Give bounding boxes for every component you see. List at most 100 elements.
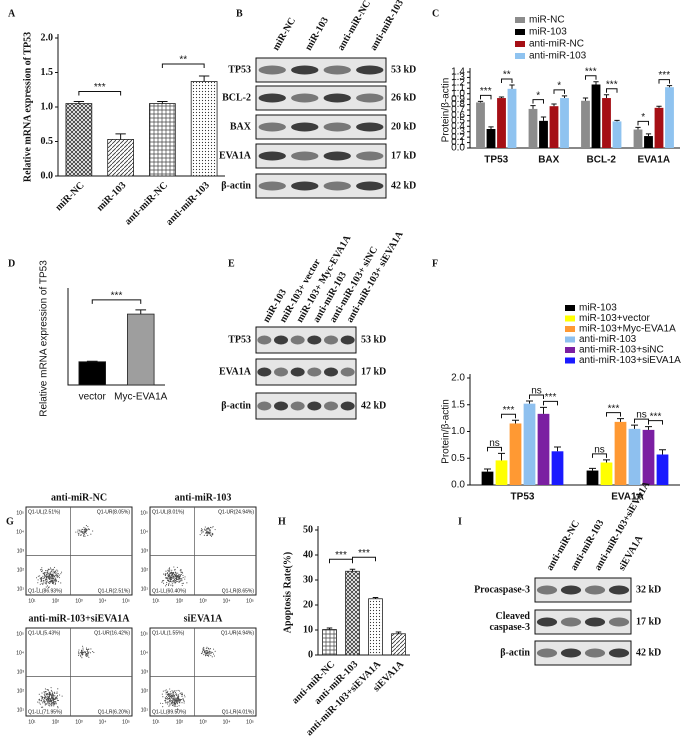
lane-label: anti-miR-NC xyxy=(336,0,374,53)
event-dot xyxy=(90,533,92,535)
event-dot xyxy=(182,574,184,576)
event-dot xyxy=(48,691,50,693)
y-axis-label: Protein/β-actin xyxy=(441,399,452,464)
event-dot xyxy=(46,695,48,697)
event-dot xyxy=(208,655,210,657)
event-dot xyxy=(177,576,179,578)
event-dot xyxy=(88,651,90,653)
x-tick-label: 10⁵ xyxy=(122,598,130,604)
event-dot xyxy=(51,695,53,698)
event-dot xyxy=(205,529,207,531)
event-dot xyxy=(168,568,170,570)
band xyxy=(324,335,338,345)
legend-label: miR-103+Myc-EVA1A xyxy=(579,324,676,335)
event-dot xyxy=(182,576,184,579)
event-dot xyxy=(206,650,208,652)
event-dot xyxy=(174,698,176,700)
event-dot xyxy=(41,582,43,584)
significance-label: ** xyxy=(503,70,511,81)
event-dot xyxy=(172,577,174,579)
row-label: β-actin xyxy=(221,180,251,191)
x-tick-label: EVA1A xyxy=(637,155,670,166)
event-dot xyxy=(165,689,167,691)
quadrant-label: Q1-UL(5.43%) xyxy=(28,630,61,636)
event-dot xyxy=(205,528,208,530)
error-bar xyxy=(656,105,662,108)
significance-label: ns xyxy=(636,410,647,421)
event-dot xyxy=(169,691,171,693)
event-dot xyxy=(165,695,167,697)
event-dot xyxy=(55,698,57,700)
event-dot xyxy=(48,695,50,698)
band xyxy=(608,585,630,595)
y-tick-label: 0 xyxy=(308,649,313,660)
bar xyxy=(656,454,669,485)
event-dot xyxy=(203,528,206,530)
event-dot xyxy=(206,533,208,535)
event-dot xyxy=(170,700,172,702)
y-tick-label: 10⁵ xyxy=(16,510,24,516)
bar xyxy=(537,413,550,485)
event-dot xyxy=(179,690,181,692)
event-dot xyxy=(184,576,186,578)
event-dot xyxy=(78,534,80,536)
event-dot xyxy=(57,699,59,701)
event-dot xyxy=(55,581,57,583)
x-tick-label: Myc-EVA1A xyxy=(114,392,167,403)
bar xyxy=(602,98,611,148)
band xyxy=(536,648,558,658)
event-dot xyxy=(48,574,50,576)
row-size: 17 kD xyxy=(361,366,386,377)
event-dot xyxy=(164,697,166,699)
event-dot xyxy=(43,572,45,574)
event-dot xyxy=(44,697,46,699)
event-dot xyxy=(182,582,184,584)
event-dot xyxy=(77,529,79,531)
event-dot xyxy=(51,702,53,704)
significance-label: * xyxy=(557,81,561,92)
event-dot xyxy=(169,570,171,572)
gate-line xyxy=(150,628,256,716)
band xyxy=(257,367,272,377)
row-label: EVA1A xyxy=(219,150,252,161)
event-dot xyxy=(47,702,49,704)
event-dot xyxy=(203,646,205,648)
event-dot xyxy=(50,694,52,696)
event-dot xyxy=(80,534,82,536)
event-dot xyxy=(52,693,54,696)
event-dot xyxy=(44,695,46,697)
event-dot xyxy=(166,577,168,579)
flow-frame xyxy=(25,627,133,717)
event-dot xyxy=(214,529,216,531)
event-dot xyxy=(168,571,170,573)
gate-line xyxy=(150,507,256,595)
band xyxy=(560,617,582,627)
band xyxy=(290,335,305,345)
event-dot xyxy=(204,529,206,531)
error-bar xyxy=(530,105,536,109)
quadrant-label: Q1-UR(4.94%) xyxy=(221,630,254,636)
event-dot xyxy=(172,697,175,699)
event-dot xyxy=(42,706,44,708)
flow-plot: Q1-UL(8.01%) Q1-UR(24.94%) Q1-LL(60.40%) Q1… xyxy=(140,506,257,604)
event-dot xyxy=(171,583,173,585)
event-dot xyxy=(209,526,212,529)
error-bar xyxy=(635,126,641,130)
event-dot xyxy=(51,693,53,695)
event-dot xyxy=(85,653,88,655)
event-dot xyxy=(57,706,59,708)
significance-label: * xyxy=(641,112,645,123)
event-dot xyxy=(55,697,57,699)
event-dot xyxy=(171,575,173,577)
significance-label: *** xyxy=(358,548,370,559)
y-tick-label: 10⁴ xyxy=(16,529,24,535)
band xyxy=(291,181,319,191)
event-dot xyxy=(176,699,179,701)
event-dot xyxy=(47,571,49,573)
significance-bracket xyxy=(606,412,621,417)
event-dot xyxy=(53,697,55,699)
event-dot xyxy=(207,653,209,655)
error-bar xyxy=(326,627,333,630)
event-dot xyxy=(40,571,43,573)
significance-label: *** xyxy=(545,392,557,403)
